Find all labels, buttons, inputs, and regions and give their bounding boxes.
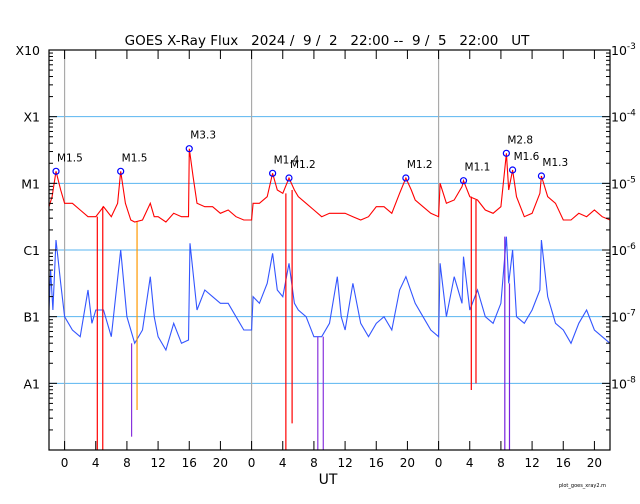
flare-label: M1.5 bbox=[122, 152, 148, 164]
x-tick-label: 20 bbox=[587, 456, 602, 470]
x-tick-label: 16 bbox=[369, 456, 384, 470]
x-tick-label: 4 bbox=[92, 456, 100, 470]
flare-label: M3.3 bbox=[190, 130, 216, 142]
flare-label: M1.6 bbox=[514, 151, 540, 163]
x-axis-label: UT bbox=[319, 472, 338, 488]
axes: 0 4 8 12 16 20 0 4 8 12 16 20 0 4 8 12 16 20 X10 X1 M1 C1 B1 A1… bbox=[16, 42, 637, 470]
y-axis-flux-label: 10-7 bbox=[611, 309, 636, 325]
flux-label-base: 10 bbox=[611, 43, 627, 58]
y-axis-class-label: X1 bbox=[23, 110, 40, 125]
y-axis-flux-label: 10-4 bbox=[611, 109, 636, 125]
x-tick-label: 16 bbox=[556, 456, 571, 470]
y-axis-flux-label: 10-6 bbox=[611, 242, 636, 258]
flare-label: M1.3 bbox=[542, 157, 568, 169]
flare-markers: M1.5 M1.5M3.3M1.4M1.2 M1.2 M1.1M2.8M1.6 M1.3 bbox=[52, 130, 568, 185]
flare-marker bbox=[509, 166, 517, 174]
flux-label-exponent: -5 bbox=[627, 175, 636, 185]
flare-label: M2.8 bbox=[507, 134, 533, 146]
flare-marker bbox=[269, 169, 277, 177]
x-tick-label: 8 bbox=[123, 456, 131, 470]
flux-label-base: 10 bbox=[611, 176, 627, 191]
x-tick-label: 0 bbox=[248, 456, 256, 470]
flux-label-base: 10 bbox=[611, 243, 627, 258]
x-tick-label: 12 bbox=[337, 456, 352, 470]
flare-marker bbox=[285, 174, 293, 182]
grid-lines bbox=[49, 50, 610, 450]
x-tick-label: 20 bbox=[400, 456, 415, 470]
flux-label-base: 10 bbox=[611, 110, 627, 125]
y-axis-class-label: X10 bbox=[16, 43, 41, 58]
y-axis-flux-label: 10-5 bbox=[611, 175, 636, 191]
y-axis-class-label: B1 bbox=[23, 310, 40, 325]
flare-label: M1.2 bbox=[407, 159, 433, 171]
flare-label: M1.1 bbox=[465, 162, 491, 174]
y-axis-flux-label: 10-3 bbox=[611, 42, 636, 58]
x-tick-label: 12 bbox=[150, 456, 165, 470]
x-tick-label: 0 bbox=[435, 456, 443, 470]
series-group bbox=[48, 148, 611, 450]
flux-label-exponent: -4 bbox=[627, 109, 636, 119]
flare-label: M1.4 bbox=[274, 154, 300, 166]
x-tick-label: 0 bbox=[61, 456, 69, 470]
flux-label-exponent: -7 bbox=[627, 309, 636, 319]
flux-label-exponent: -3 bbox=[627, 42, 636, 52]
flare-marker bbox=[537, 172, 546, 180]
y-axis-class-label: M1 bbox=[21, 176, 40, 191]
x-tick-label: 8 bbox=[497, 456, 505, 470]
flare-marker bbox=[502, 149, 510, 157]
footer-label: plot_goes_xray2.m bbox=[559, 483, 606, 489]
flare-marker bbox=[117, 167, 125, 175]
x-tick-label: 16 bbox=[182, 456, 197, 470]
y-axis-class-label: A1 bbox=[23, 376, 40, 391]
flare-marker bbox=[52, 167, 60, 175]
flare-marker bbox=[459, 177, 468, 185]
short-channel-line bbox=[48, 236, 611, 352]
y-axis-flux-label: 10-8 bbox=[611, 375, 636, 391]
y-axis-class-label: C1 bbox=[23, 243, 40, 258]
flare-marker bbox=[185, 145, 193, 153]
chart-title: GOES X-Ray Flux 2024 / 9 / 2 22:00 -- 9 … bbox=[125, 33, 530, 49]
x-tick-label: 4 bbox=[279, 456, 287, 470]
flare-marker bbox=[402, 174, 410, 182]
flux-label-base: 10 bbox=[611, 376, 627, 391]
flux-label-base: 10 bbox=[611, 310, 627, 325]
x-tick-label: 8 bbox=[310, 456, 318, 470]
flux-label-exponent: -6 bbox=[627, 242, 636, 252]
x-tick-label: 20 bbox=[213, 456, 228, 470]
x-tick-label: 12 bbox=[524, 456, 539, 470]
long-channel-line bbox=[48, 148, 611, 223]
flare-label: M1.2 bbox=[290, 159, 316, 171]
x-tick-label: 4 bbox=[466, 456, 474, 470]
flux-label-exponent: -8 bbox=[627, 375, 636, 385]
flare-label: M1.5 bbox=[57, 152, 83, 164]
